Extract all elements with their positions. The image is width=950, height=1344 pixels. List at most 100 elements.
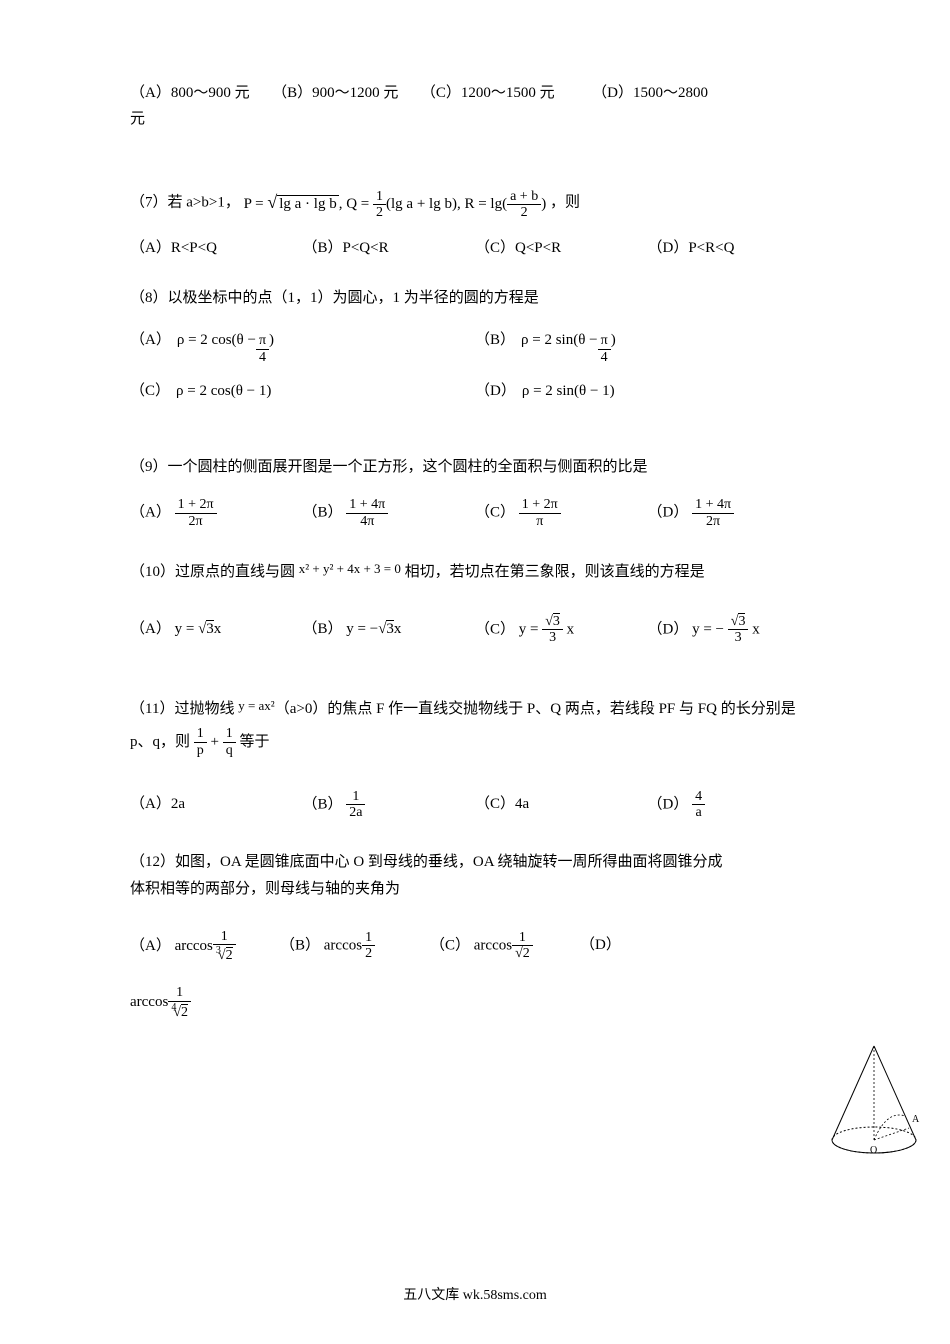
question-11: （11）过抛物线 y = ax²（a>0）的焦点 F 作一直线交抛物线于 P、Q… — [130, 692, 820, 821]
q7-stem: （7）若 a>b>1， P = √lg a · lg b, Q = 12(lg … — [130, 186, 820, 220]
q10-p1: （10）过原点的直线与圆 — [130, 564, 299, 580]
q12-options-row1: （A） arccos13√2 （B） arccos 1 2 （C） arccos1√… — [130, 929, 730, 964]
q7-opt-b: （B）P<Q<R — [303, 236, 476, 257]
q11-stem: （11）过抛物线 y = ax²（a>0）的焦点 F 作一直线交抛物线于 P、Q… — [130, 692, 820, 759]
q11-p1: （11）过抛物线 — [130, 701, 238, 717]
q8-b-label: （B） — [475, 328, 515, 349]
q9-options: （A） 1 + 2π2π （B） 1 + 4π4π （C） 1 + 2ππ （D… — [130, 497, 820, 529]
q11-b-label: （B） — [303, 796, 343, 812]
q11-p3: 等于 — [236, 734, 270, 750]
q9-d-num: 1 + 4π — [692, 497, 734, 513]
q10-stem: （10）过原点的直线与圆 x² + y² + 4x + 3 = 0 相切，若切点… — [130, 557, 820, 586]
q12-d-label: （D） — [580, 937, 621, 953]
q12-a-rad: 2 — [226, 947, 233, 963]
q8-b-end: ) — [611, 332, 616, 349]
q11-f1d: p — [194, 743, 207, 758]
q11-d-den: a — [692, 805, 705, 820]
q10-b-post: x — [394, 621, 402, 637]
q8-d-label: （D） — [475, 379, 516, 400]
q8-c-text: ρ = 2 cos(θ − 1) — [176, 383, 271, 400]
q10-a-label: （A） — [130, 621, 171, 637]
q10-b-sqrt: 3 — [386, 620, 394, 637]
q10-eq: x² + y² + 4x + 3 = 0 — [299, 561, 401, 576]
q9-d-label: （D） — [648, 505, 689, 521]
q7-rnum: a + b — [507, 189, 541, 205]
q7-q1: , Q = — [339, 196, 373, 212]
question-9: （9）一个圆柱的侧面展开图是一个正方形，这个圆柱的全面积与侧面积的比是 （A） … — [130, 454, 820, 529]
q9-c-num: 1 + 2π — [519, 497, 561, 513]
q10-c-pre: y = — [519, 621, 542, 637]
q10-opt-a: （A） y = √3x — [130, 617, 303, 638]
q10-options: （A） y = √3x （B） y = −√3x （C） y = √33 x （… — [130, 614, 820, 646]
q12-opt-d-formula: arccos14√2 — [130, 985, 730, 1020]
q7-rend: ) — [541, 196, 546, 212]
q12-opt-a: （A） arccos13√2 — [130, 929, 280, 964]
q7-options: （A）R<P<Q （B）P<Q<R （C）Q<P<R （D）P<R<Q — [130, 236, 820, 257]
q10-d-label: （D） — [648, 621, 689, 637]
q7-p: P = — [244, 196, 268, 212]
q7-sqrt-arg: lg a · lg b — [277, 195, 339, 212]
q10-d-pre: y = − — [692, 621, 728, 637]
q9-b-label: （B） — [303, 505, 343, 521]
q10-opt-b: （B） y = −√3x — [303, 617, 476, 638]
q8-a-den: 4 — [256, 350, 269, 365]
q7-formula: P = √lg a · lg b, Q = 12(lg a + lg b), R… — [244, 186, 547, 220]
q8-opt-d: （D） ρ = 2 sin(θ − 1) — [475, 379, 820, 400]
q12-d-rad: 2 — [181, 1004, 188, 1020]
q11-f1n: 1 — [194, 726, 207, 742]
q10-c-den: 3 — [542, 630, 563, 645]
q7-opt-a: （A）R<P<Q — [130, 236, 303, 257]
q11-opt-b: （B） 12a — [303, 789, 476, 821]
q9-c-label: （C） — [475, 505, 515, 521]
q9-opt-d: （D） 1 + 4π2π — [648, 497, 821, 529]
q9-stem: （9）一个圆柱的侧面展开图是一个正方形，这个圆柱的全面积与侧面积的比是 — [130, 454, 820, 481]
q12-d-num: 1 — [168, 985, 191, 1001]
question-6-options: （A）800～900 元 （B）900～1200 元 （C）1200～1500 … — [130, 80, 820, 128]
q9-a-num: 1 + 2π — [175, 497, 217, 513]
q7-opt-c: （C）Q<P<R — [475, 236, 648, 257]
q9-b-num: 1 + 4π — [346, 497, 388, 513]
q11-f2n: 1 — [223, 726, 236, 742]
q9-a-label: （A） — [130, 505, 171, 521]
q6-opt-d-2: 元 — [130, 107, 820, 128]
q8-b-den: 4 — [598, 350, 611, 365]
q12-c-label: （C） — [430, 937, 470, 953]
q10-d-numsqrt: 3 — [738, 613, 745, 629]
q11-opt-a: （A）2a — [130, 792, 303, 813]
q12-stem: （12）如图，OA 是圆锥底面中心 O 到母线的垂线，OA 绕轴旋转一周所得曲面… — [130, 849, 730, 903]
q8-a-end: ) — [269, 332, 274, 349]
q11-b-den: 2a — [346, 805, 365, 820]
q8-a-num: π — [256, 333, 269, 349]
q10-opt-d: （D） y = − √33 x — [648, 614, 821, 646]
question-8: （8）以极坐标中的点（1，1）为圆心，1 为半径的圆的方程是 （A） ρ = 2… — [130, 285, 820, 414]
q8-opt-c: （C） ρ = 2 cos(θ − 1) — [130, 379, 475, 400]
q11-options: （A）2a （B） 12a （C）4a （D） 4a — [130, 789, 820, 821]
q6-opt-c: （C）1200～1500 元 — [421, 85, 555, 101]
q6-opt-b: （B）900～1200 元 — [272, 85, 398, 101]
q11-b-num: 1 — [346, 789, 365, 805]
question-7: （7）若 a>b>1， P = √lg a · lg b, Q = 12(lg … — [130, 186, 820, 257]
q9-opt-b: （B） 1 + 4π4π — [303, 497, 476, 529]
q12-a-idx: 3 — [216, 945, 221, 956]
q12-b-arccos: arccos — [324, 937, 362, 953]
q12-b-label: （B） — [280, 937, 320, 953]
q10-a-sqrt: 3 — [206, 620, 214, 637]
question-10: （10）过原点的直线与圆 x² + y² + 4x + 3 = 0 相切，若切点… — [130, 557, 820, 646]
q11-eq1: y = ax² — [238, 698, 275, 713]
q10-c-label: （C） — [475, 621, 515, 637]
q8-b-lhs: ρ = 2 sin(θ − — [521, 332, 598, 349]
q10-b-pre: y = − — [346, 621, 378, 637]
q11-opt-d: （D） 4a — [648, 789, 821, 821]
q10-c-numsqrt: 3 — [553, 613, 560, 629]
q8-a-label: （A） — [130, 328, 171, 349]
q11-opt-c: （C）4a — [475, 792, 648, 813]
q11-f2d: q — [223, 743, 236, 758]
q10-opt-c: （C） y = √33 x — [475, 614, 648, 646]
q8-stem: （8）以极坐标中的点（1，1）为圆心，1 为半径的圆的方程是 — [130, 285, 820, 312]
q12-a-label: （A） — [130, 937, 171, 953]
q12-opt-c: （C） arccos1√2 — [430, 930, 580, 962]
q8-opt-a: （A） ρ = 2 cos(θ − π4) — [130, 328, 475, 365]
q9-a-den: 2π — [175, 514, 217, 529]
q12-c-num: 1 — [512, 930, 533, 946]
q10-d-den: 3 — [728, 630, 749, 645]
